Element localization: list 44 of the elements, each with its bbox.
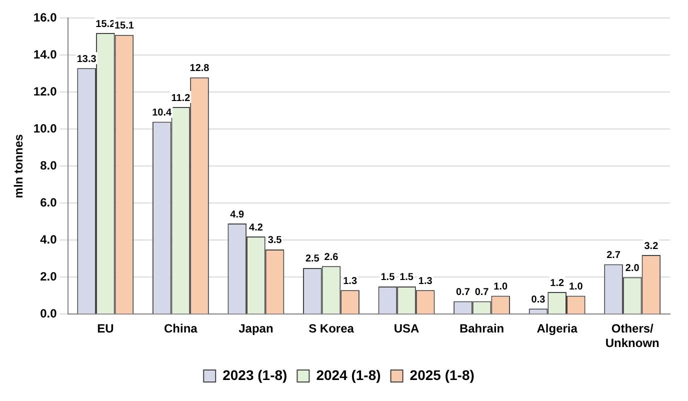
data-label: 4.9: [230, 209, 245, 220]
data-label: 4.2: [249, 222, 264, 234]
data-label: 2.5: [305, 254, 320, 265]
data-label: 2.7: [606, 250, 621, 261]
data-label: 1.3: [343, 276, 358, 287]
x-tick-label: Bahrain: [459, 322, 504, 336]
data-label: 1.3: [418, 276, 433, 287]
x-tick-label: China: [164, 322, 198, 336]
y-tick-label: 4.0: [40, 232, 58, 247]
data-label: 12.8: [190, 63, 210, 74]
data-label: 3.2: [644, 240, 659, 252]
x-tick-label: USA: [394, 322, 420, 336]
x-tick-label: S Korea: [308, 322, 354, 336]
data-label: 0.7: [456, 287, 470, 298]
data-label: 1.5: [380, 272, 396, 284]
y-tick-label: 14.0: [33, 48, 58, 62]
legend-label: 2024 (1-8): [316, 366, 381, 383]
x-tick-label: Japan: [238, 322, 274, 336]
y-tick-label: 0.0: [40, 306, 58, 321]
y-tick-label: 10.0: [33, 122, 58, 136]
data-label: 1.0: [568, 281, 584, 292]
x-tick-label: Algeria: [536, 322, 578, 336]
data-label: 1.0: [494, 281, 508, 292]
y-tick-label: 2.0: [40, 270, 58, 284]
data-label: 13.3: [76, 54, 97, 65]
y-tick-label: 12.0: [33, 84, 58, 99]
data-label: 10.4: [152, 108, 172, 119]
data-label: 3.5: [268, 235, 282, 246]
legend-label: 2023 (1-8): [222, 366, 288, 383]
data-label: 1.5: [400, 272, 414, 284]
legend-label: 2025 (1-8): [410, 366, 474, 383]
data-label: 11.2: [171, 92, 191, 104]
y-tick-label: 8.0: [40, 158, 58, 173]
data-label: 2.6: [324, 252, 339, 263]
data-label: 0.3: [531, 294, 546, 306]
data-label: 0.7: [474, 287, 490, 298]
y-tick-label: 6.0: [40, 196, 58, 210]
data-label: 2.0: [625, 262, 640, 274]
x-tick-label: Others/ Unknown: [605, 322, 660, 350]
y-tick-label: 16.0: [33, 10, 58, 25]
data-label: 15.1: [114, 20, 134, 32]
x-tick-label: EU: [97, 322, 114, 336]
data-label: 1.2: [550, 278, 564, 289]
y-axis-title: mln tonnes: [12, 134, 26, 198]
